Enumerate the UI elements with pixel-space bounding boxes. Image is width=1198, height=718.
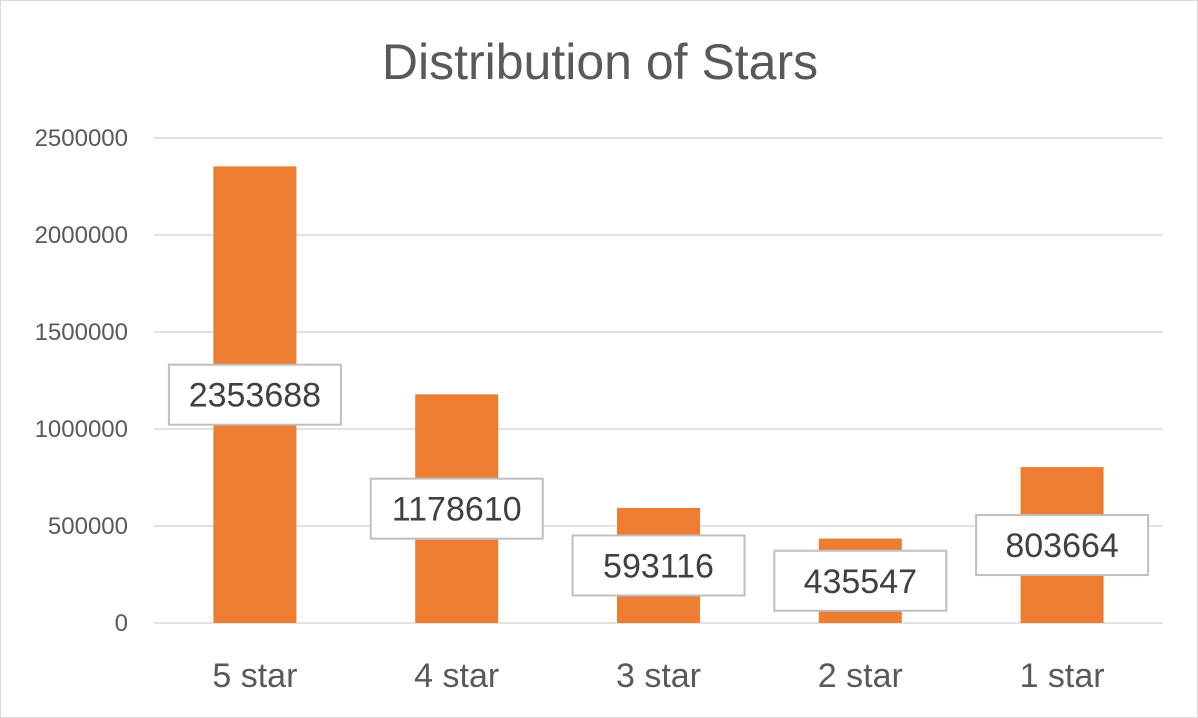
x-category-label: 2 star bbox=[818, 657, 903, 695]
x-category-label: 3 star bbox=[616, 657, 701, 695]
y-axis-ticks: 0 500000 1000000 1500000 2000000 2500000 bbox=[35, 125, 128, 637]
data-label: 803664 bbox=[975, 514, 1150, 577]
data-label-box bbox=[571, 534, 746, 597]
data-labels: 2353688 1178610 593116 435547 803664 bbox=[167, 363, 1150, 612]
x-axis-categories: 5 star 4 star 3 star 2 star 1 star bbox=[212, 657, 1104, 695]
data-label-value: 1178610 bbox=[392, 491, 522, 529]
data-label: 593116 bbox=[571, 534, 746, 597]
data-label-box bbox=[167, 363, 342, 426]
y-tick-label: 1000000 bbox=[35, 416, 128, 443]
data-label-value: 2353688 bbox=[189, 377, 321, 415]
x-category-label: 1 star bbox=[1020, 657, 1105, 695]
data-label: 1178610 bbox=[369, 477, 544, 540]
y-tick-label: 2500000 bbox=[35, 125, 128, 152]
chart-title: Distribution of Stars bbox=[382, 34, 818, 90]
data-label: 2353688 bbox=[167, 363, 342, 426]
data-label-box bbox=[369, 477, 544, 540]
data-label-value: 803664 bbox=[1005, 527, 1118, 565]
y-tick-label: 1500000 bbox=[35, 319, 128, 346]
data-label-value: 435547 bbox=[804, 563, 917, 601]
x-category-label: 4 star bbox=[414, 657, 499, 695]
y-tick-label: 0 bbox=[115, 610, 128, 637]
data-label-value: 593116 bbox=[603, 547, 714, 585]
data-label-box bbox=[975, 514, 1150, 577]
y-tick-label: 500000 bbox=[48, 513, 128, 540]
gridlines bbox=[154, 137, 1163, 624]
data-label: 435547 bbox=[773, 549, 948, 612]
y-tick-label: 2000000 bbox=[35, 222, 128, 249]
data-label-box bbox=[773, 549, 948, 612]
x-category-label: 5 star bbox=[212, 657, 297, 695]
